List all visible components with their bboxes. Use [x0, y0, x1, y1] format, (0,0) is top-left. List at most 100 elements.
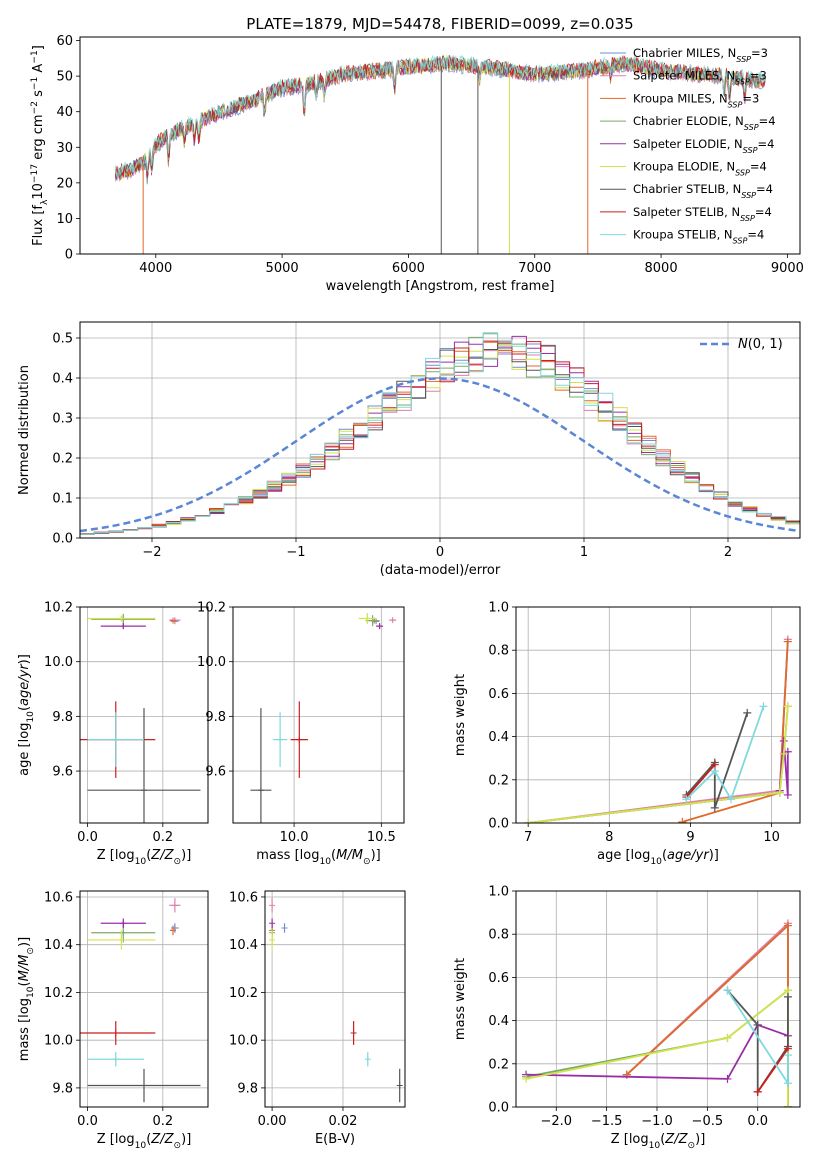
weight-marker — [723, 1074, 732, 1083]
x-tick-label: 7000 — [518, 261, 551, 276]
y-tick-label: 9.6 — [205, 765, 226, 780]
y-tick-label: 50 — [56, 70, 73, 85]
y-tick-label: 0.4 — [488, 1014, 509, 1029]
data-point — [376, 623, 383, 630]
x-tick-label: 6000 — [392, 261, 425, 276]
y-tick-label: 40 — [56, 105, 73, 120]
panel-mass_vs_Z: 0.0 0.2 9.8 10.0 10.2 10.4 10.6 Z [log10(Z/Z⊙)]… — [17, 890, 209, 1151]
x-tick-label: 9 — [686, 830, 694, 845]
weight-marker — [710, 767, 719, 776]
data-point — [257, 787, 264, 794]
x-axis-label: Z [log10(Z/Z⊙)] — [97, 1132, 192, 1151]
legend-label: Chabrier STELIB, NSSP=4 — [633, 182, 773, 200]
legend-label: Salpeter MILES, NSSP=3 — [633, 69, 767, 87]
weight-marker — [753, 1020, 762, 1029]
plot-area — [250, 613, 397, 823]
x-tick-label: 10.5 — [367, 830, 396, 845]
y-tick-label: 10.6 — [229, 890, 258, 905]
y-tick-label: 0.4 — [52, 372, 73, 387]
data-point — [396, 1082, 403, 1089]
y-tick-label: 10.2 — [44, 986, 73, 1001]
data-point — [171, 902, 178, 909]
panel-residuals: −2 −1 0 1 2 0.0 0.1 0.2 0.3 0.4 0.5 (data-model)/er… — [17, 321, 801, 578]
legend-label: Kroupa MILES, NSSP=3 — [633, 91, 759, 109]
weight-line — [528, 639, 789, 823]
data-point — [141, 787, 147, 794]
y-tick-label: 10.4 — [229, 938, 258, 953]
y-tick-label: 10.2 — [197, 601, 226, 616]
weight-line — [685, 712, 749, 809]
y-tick-label: 10.0 — [44, 655, 73, 670]
plot-area — [80, 332, 800, 535]
y-tick-label: 0.6 — [488, 687, 509, 702]
plot-area — [269, 898, 403, 1103]
y-tick-label: 30 — [56, 141, 73, 156]
panel-mass_vs_ebv: 0.00 0.02 9.8 10.0 10.2 10.4 10.6 E(B-V) — [229, 890, 406, 1147]
spectrum-line — [115, 54, 766, 178]
y-tick-label: 10.4 — [44, 938, 73, 953]
data-point — [118, 615, 125, 622]
weight-marker — [775, 788, 784, 797]
weight-marker — [710, 803, 719, 812]
data-point — [389, 617, 396, 624]
weight-marker — [783, 921, 792, 930]
weight-marker — [783, 1103, 792, 1107]
y-tick-label: 0.0 — [488, 817, 509, 832]
data-point — [169, 927, 176, 934]
weight-marker — [783, 992, 792, 1001]
plot-area — [80, 898, 201, 1103]
data-point — [364, 1056, 371, 1063]
plot-area — [524, 635, 792, 823]
axes-frame — [79, 321, 801, 539]
data-point — [296, 736, 303, 743]
y-tick-label: 9.8 — [52, 710, 73, 725]
y-axis-label: mass [log10(M/M⊙)] — [17, 937, 36, 1061]
x-tick-label: 8000 — [645, 261, 678, 276]
data-point — [120, 920, 127, 927]
x-tick-label: 9000 — [771, 261, 804, 276]
panel-age_vs_Z: 0.0 0.2 9.6 9.8 10.0 10.2 Z [log10(Z/Z⊙)] age [… — [17, 601, 209, 867]
x-tick-label: −1 — [286, 545, 305, 560]
y-axis-label: age [log10(age/yr)] — [17, 654, 36, 776]
x-axis-label: (data-model)/error — [380, 563, 501, 578]
data-point — [112, 1030, 119, 1037]
weight-marker — [783, 702, 792, 711]
axes-frame — [79, 36, 801, 255]
data-point — [350, 1030, 357, 1037]
data-point — [112, 736, 119, 743]
y-tick-label: 60 — [56, 34, 73, 49]
y-tick-label: 0.0 — [488, 1101, 509, 1116]
y-axis-label: mass weight — [453, 958, 468, 1040]
x-axis-label: wavelength [Angstrom, rest frame] — [326, 279, 555, 294]
weight-marker — [753, 1087, 762, 1096]
y-tick-label: 10.6 — [44, 890, 73, 905]
data-point — [277, 736, 284, 743]
y-tick-label: 20 — [56, 176, 73, 191]
y-tick-label: 10.2 — [229, 986, 258, 1001]
y-tick-label: 10.0 — [44, 1034, 73, 1049]
data-point — [169, 617, 176, 624]
y-tick-label: 0.3 — [52, 412, 73, 427]
y-tick-label: 10 — [56, 212, 73, 227]
weight-line — [526, 1023, 789, 1080]
weight-line — [528, 706, 789, 823]
x-axis-label: mass [log10(M/M⊙)] — [256, 848, 380, 867]
data-point — [269, 936, 276, 943]
weight-marker — [522, 1074, 531, 1083]
y-axis-label: Normed distribution — [17, 365, 32, 495]
axes-frame — [79, 890, 209, 1108]
panel-age_vs_mass: 10.0 10.5 9.6 9.8 10.0 10.2 mass [log10(M/M⊙)] — [197, 601, 405, 867]
plot-area — [522, 919, 792, 1107]
y-tick-label: 0 — [65, 248, 73, 263]
y-axis-label: Flux [fλ10−17 erg cm−2 s−1 A−1] — [30, 45, 50, 246]
x-tick-label: 7 — [524, 830, 532, 845]
y-tick-label: 0.2 — [488, 773, 509, 788]
legend-label: N(0, 1) — [738, 337, 783, 352]
y-tick-label: 0.8 — [488, 644, 509, 659]
legend-label: Salpeter ELODIE, NSSP=4 — [633, 137, 774, 155]
x-tick-label: 10.0 — [280, 830, 309, 845]
x-tick-label: 0.0 — [77, 830, 98, 845]
weight-marker — [723, 986, 732, 995]
x-tick-label: 2 — [724, 545, 732, 560]
x-tick-label: 0.2 — [152, 830, 173, 845]
